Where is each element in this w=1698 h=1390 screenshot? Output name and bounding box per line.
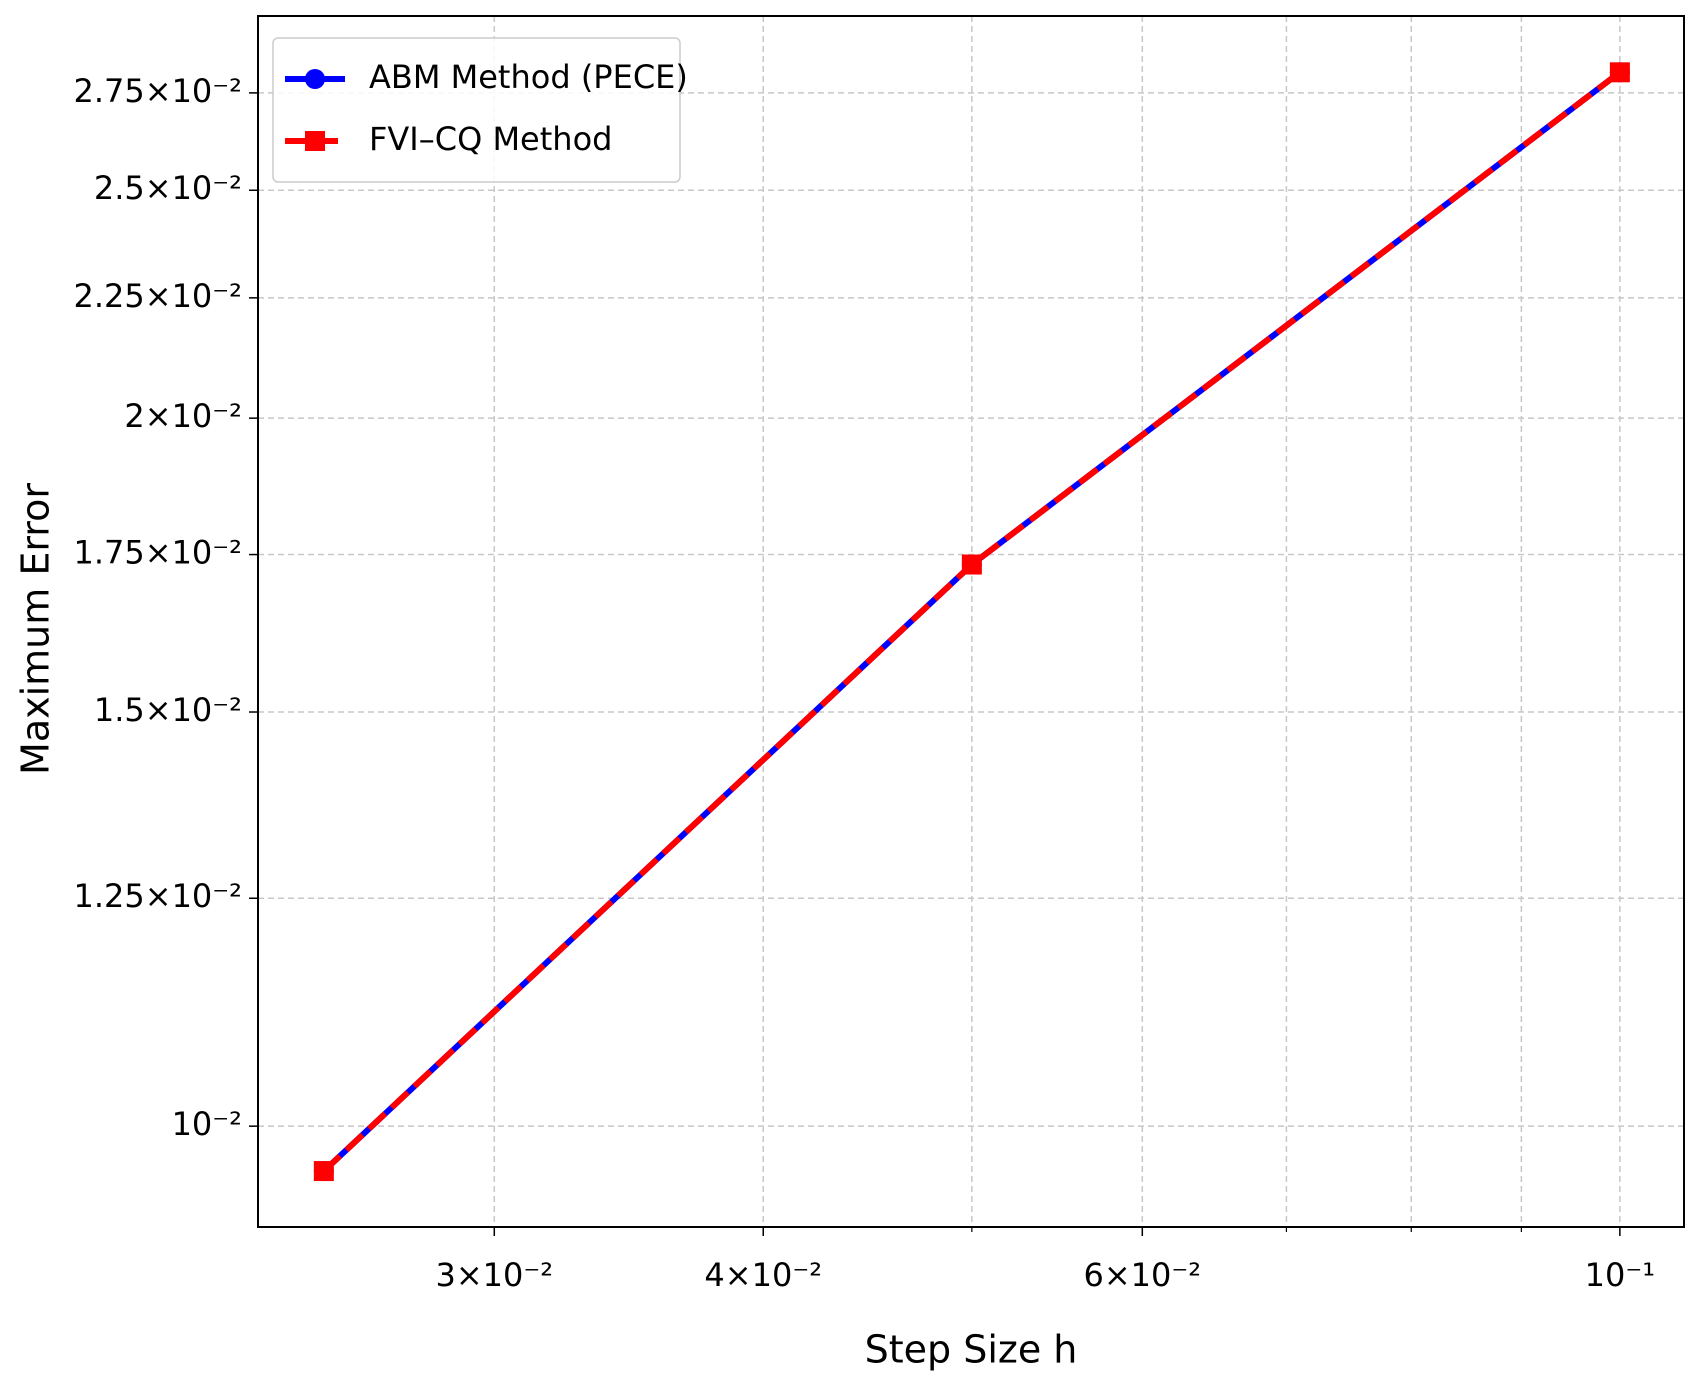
legend-marker (305, 131, 325, 151)
legend-box (272, 37, 681, 183)
x-tick-label: 10⁻¹ (1585, 1256, 1655, 1294)
plot-frame (257, 15, 1685, 1228)
y-tick-label: 2.25×10⁻² (74, 277, 243, 315)
y-tick-label: 1.75×10⁻² (74, 534, 243, 572)
marker (1609, 62, 1630, 83)
y-tick-label: 2×10⁻² (124, 397, 242, 435)
x-tick-label: 4×10⁻² (704, 1256, 822, 1294)
x-tick-label: 6×10⁻² (1084, 1256, 1202, 1294)
y-tick-label: 2.5×10⁻² (94, 169, 242, 207)
y-tick-label: 10⁻² (172, 1105, 242, 1143)
legend-marker (305, 69, 325, 89)
marker (961, 554, 982, 575)
y-axis-label: Maximum Error (14, 483, 58, 775)
x-axis-label: Step Size h (865, 1328, 1078, 1372)
y-tick-label: 2.75×10⁻² (74, 72, 243, 110)
legend-label: FVI–CQ Method (369, 120, 612, 158)
marker (313, 1161, 334, 1182)
legend-label: ABM Method (PECE) (369, 58, 688, 96)
y-tick-label: 1.25×10⁻² (74, 877, 243, 915)
x-tick-label: 3×10⁻² (435, 1256, 553, 1294)
y-tick-label: 1.5×10⁻² (94, 691, 242, 729)
